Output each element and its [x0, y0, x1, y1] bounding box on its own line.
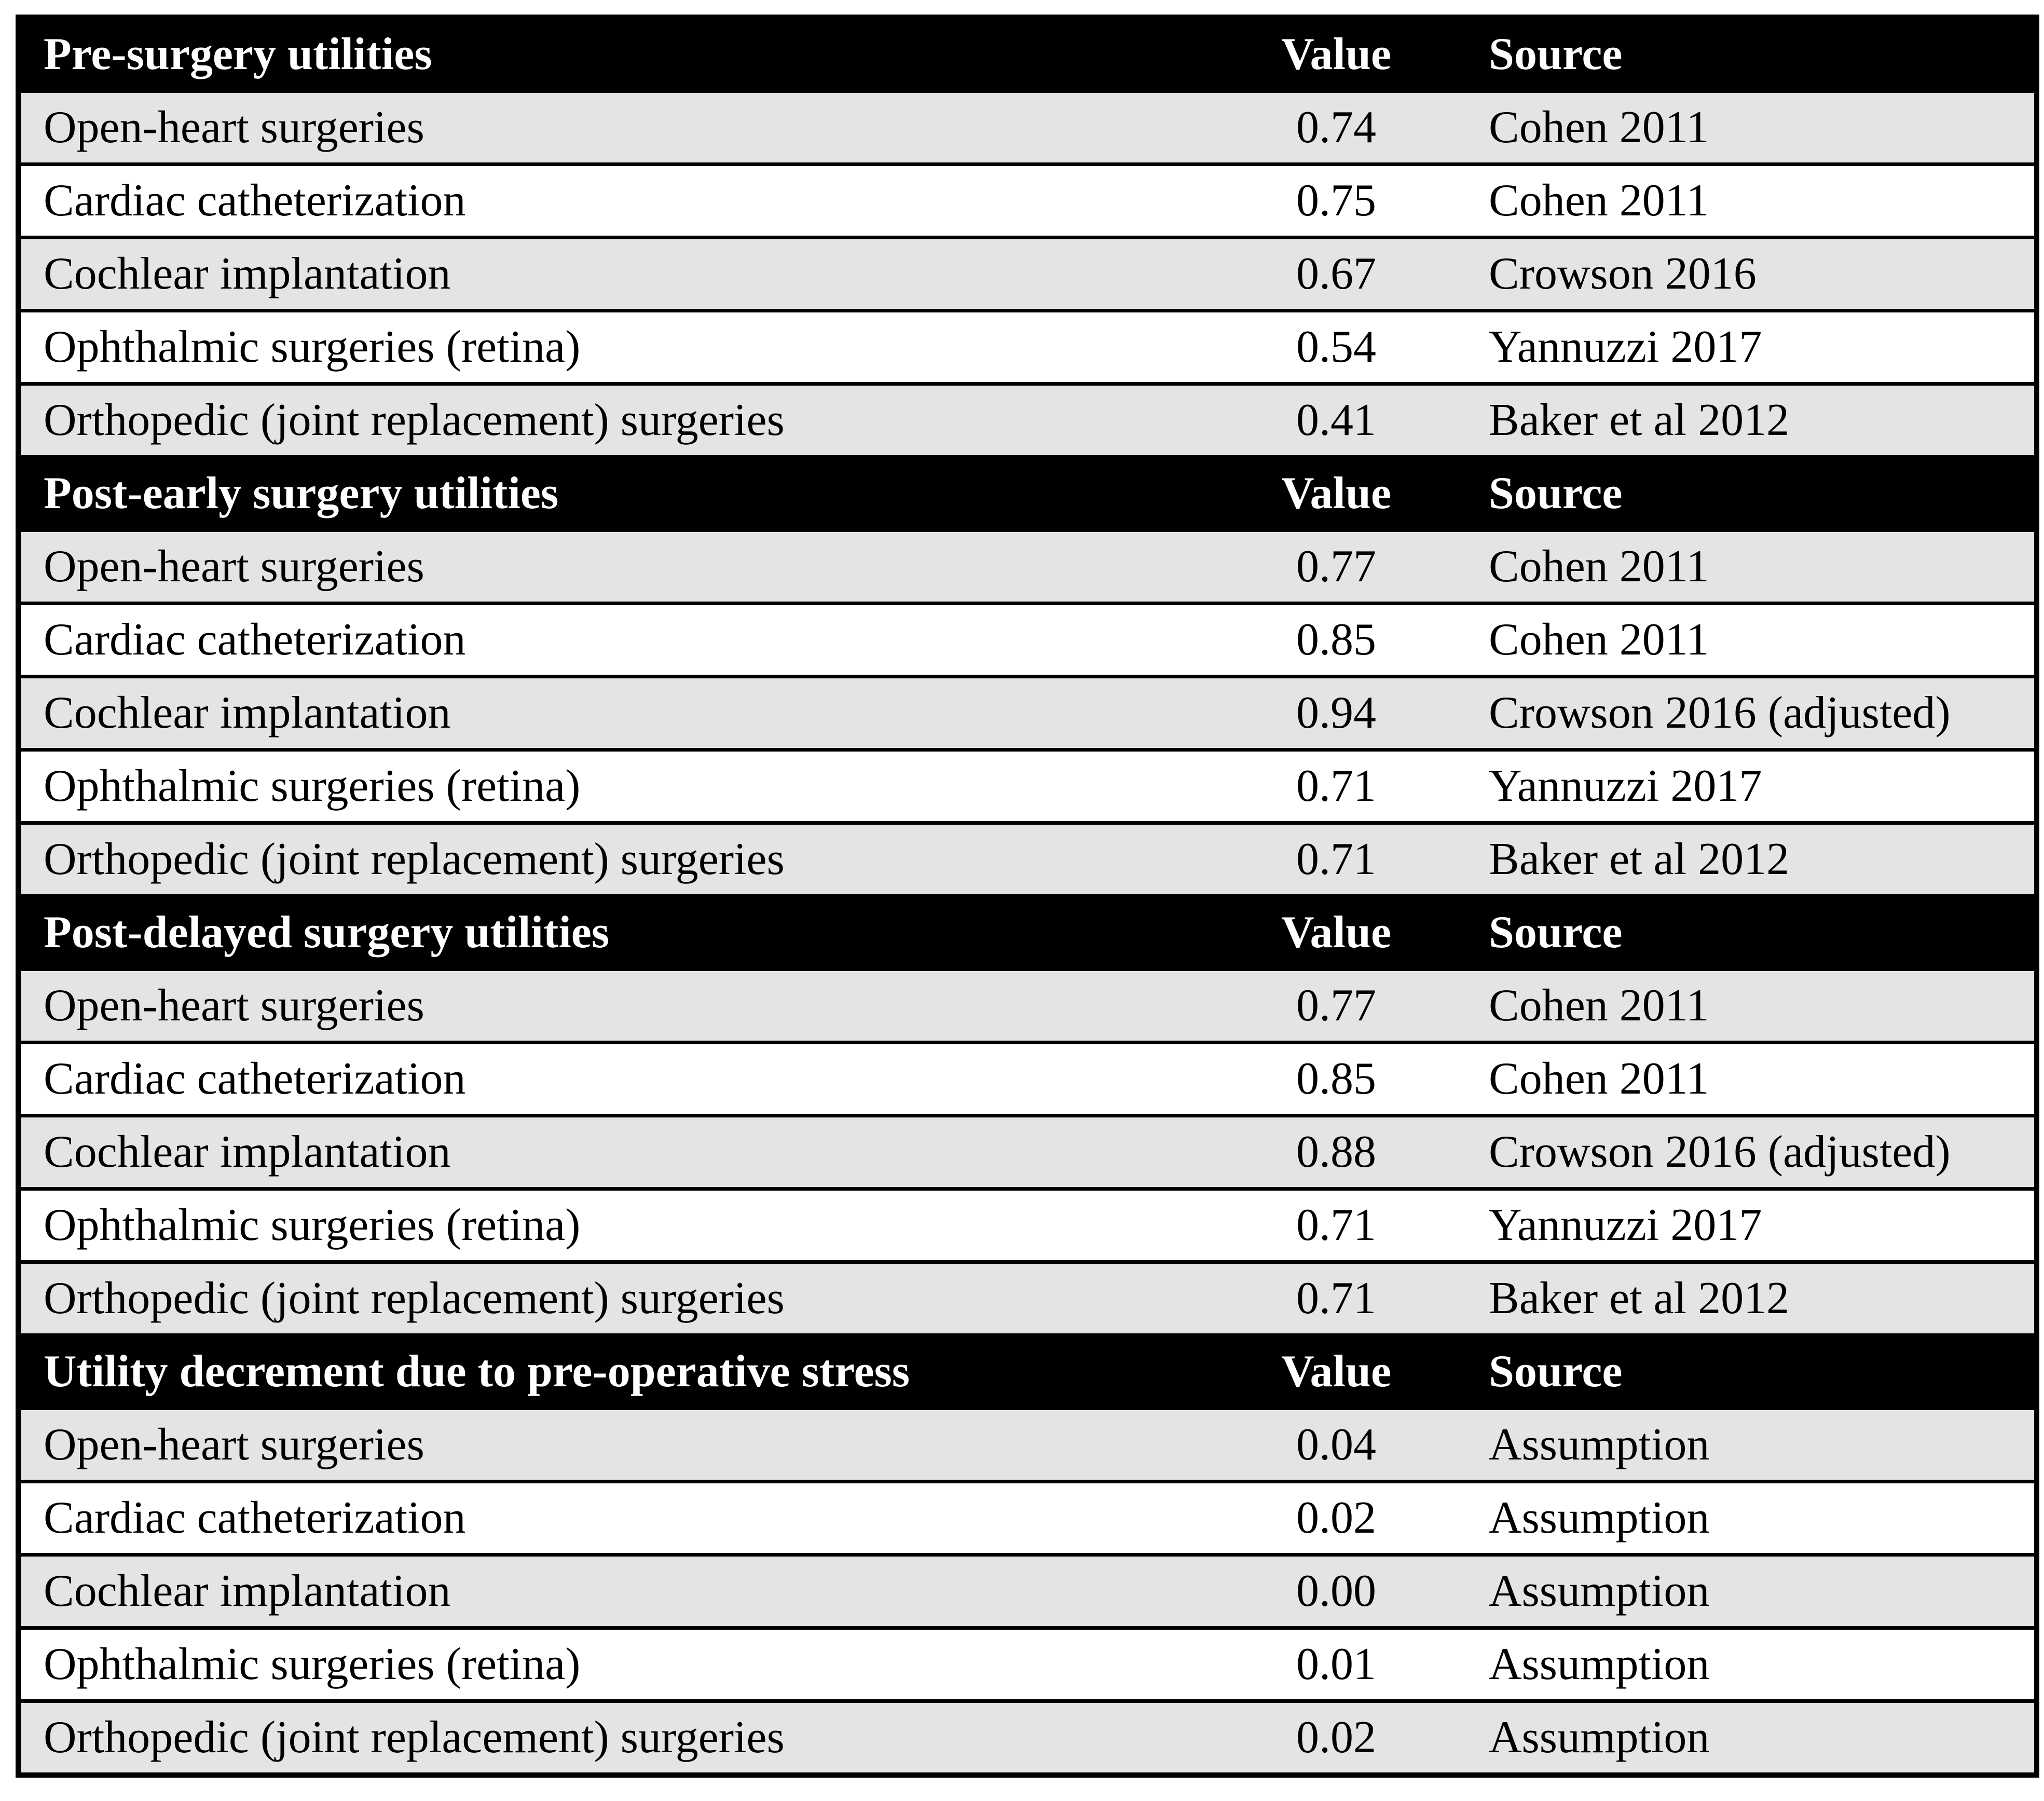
- row-source: Baker et al 2012: [1466, 821, 2037, 896]
- row-value: 0.71: [1206, 748, 1466, 823]
- row-label: Cochlear implantation: [18, 675, 1206, 750]
- row-value: 0.77: [1206, 967, 1466, 1043]
- row-source: Crowson 2016: [1466, 236, 2037, 311]
- table-row: Cochlear implantation 0.67 Crowson 2016: [18, 236, 2037, 311]
- table-row: Ophthalmic surgeries (retina) 0.54 Yannu…: [18, 309, 2037, 384]
- column-header-source: Source: [1466, 455, 2037, 530]
- row-value: 0.94: [1206, 675, 1466, 750]
- table-row: Orthopedic (joint replacement) surgeries…: [18, 1260, 2037, 1335]
- row-source: Yannuzzi 2017: [1466, 1187, 2037, 1262]
- row-label: Open-heart surgeries: [18, 89, 1206, 165]
- table-row: Cochlear implantation 0.00 Assumption: [18, 1553, 2037, 1628]
- row-source: Cohen 2011: [1466, 1041, 2037, 1116]
- table-row: Cardiac catheterization 0.85 Cohen 2011: [18, 602, 2037, 677]
- row-value: 0.02: [1206, 1480, 1466, 1555]
- row-label: Orthopedic (joint replacement) surgeries: [18, 1260, 1206, 1335]
- section-title: Post-early surgery utilities: [18, 455, 1206, 530]
- row-source: Assumption: [1466, 1553, 2037, 1628]
- row-source: Crowson 2016 (adjusted): [1466, 675, 2037, 750]
- section-title: Post-delayed surgery utilities: [18, 894, 1206, 970]
- row-source: Baker et al 2012: [1466, 1260, 2037, 1335]
- row-label: Cochlear implantation: [18, 1114, 1206, 1189]
- row-source: Yannuzzi 2017: [1466, 309, 2037, 384]
- row-source: Assumption: [1466, 1407, 2037, 1482]
- row-source: Assumption: [1466, 1480, 2037, 1555]
- row-label: Cardiac catheterization: [18, 1041, 1206, 1116]
- row-label: Open-heart surgeries: [18, 528, 1206, 604]
- row-label: Orthopedic (joint replacement) surgeries: [18, 821, 1206, 896]
- row-value: 0.74: [1206, 89, 1466, 165]
- row-label: Ophthalmic surgeries (retina): [18, 1187, 1206, 1262]
- row-value: 0.00: [1206, 1553, 1466, 1628]
- row-value: 0.75: [1206, 162, 1466, 238]
- table-row: Open-heart surgeries 0.77 Cohen 2011: [18, 967, 2037, 1043]
- row-source: Baker et al 2012: [1466, 382, 2037, 457]
- table-row: Orthopedic (joint replacement) surgeries…: [18, 821, 2037, 896]
- row-source: Cohen 2011: [1466, 89, 2037, 165]
- table-row: Open-heart surgeries 0.04 Assumption: [18, 1407, 2037, 1482]
- row-source: Crowson 2016 (adjusted): [1466, 1114, 2037, 1189]
- table-row: Cardiac catheterization 0.85 Cohen 2011: [18, 1041, 2037, 1116]
- table-row: Ophthalmic surgeries (retina) 0.01 Assum…: [18, 1626, 2037, 1701]
- utilities-table: Pre-surgery utilities Value Source Open-…: [16, 15, 2039, 1778]
- row-source: Assumption: [1466, 1699, 2037, 1775]
- column-header-source: Source: [1466, 1333, 2037, 1409]
- row-label: Cardiac catheterization: [18, 1480, 1206, 1555]
- row-value: 0.02: [1206, 1699, 1466, 1775]
- row-source: Cohen 2011: [1466, 602, 2037, 677]
- row-label: Ophthalmic surgeries (retina): [18, 748, 1206, 823]
- row-value: 0.71: [1206, 821, 1466, 896]
- row-source: Assumption: [1466, 1626, 2037, 1701]
- row-label: Ophthalmic surgeries (retina): [18, 309, 1206, 384]
- row-value: 0.54: [1206, 309, 1466, 384]
- row-label: Orthopedic (joint replacement) surgeries: [18, 1699, 1206, 1775]
- row-value: 0.41: [1206, 382, 1466, 457]
- section-header-row: Pre-surgery utilities Value Source: [18, 17, 2037, 91]
- column-header-source: Source: [1466, 17, 2037, 91]
- row-label: Orthopedic (joint replacement) surgeries: [18, 382, 1206, 457]
- row-value: 0.71: [1206, 1187, 1466, 1262]
- table-row: Cochlear implantation 0.88 Crowson 2016 …: [18, 1114, 2037, 1189]
- column-header-value: Value: [1206, 17, 1466, 91]
- row-label: Cochlear implantation: [18, 236, 1206, 311]
- table-row: Cardiac catheterization 0.02 Assumption: [18, 1480, 2037, 1555]
- table-row: Orthopedic (joint replacement) surgeries…: [18, 382, 2037, 457]
- row-source: Cohen 2011: [1466, 528, 2037, 604]
- row-source: Yannuzzi 2017: [1466, 748, 2037, 823]
- row-label: Cochlear implantation: [18, 1553, 1206, 1628]
- row-value: 0.04: [1206, 1407, 1466, 1482]
- table-row: Open-heart surgeries 0.77 Cohen 2011: [18, 528, 2037, 604]
- row-value: 0.88: [1206, 1114, 1466, 1189]
- row-label: Cardiac catheterization: [18, 602, 1206, 677]
- column-header-source: Source: [1466, 894, 2037, 970]
- row-value: 0.85: [1206, 1041, 1466, 1116]
- column-header-value: Value: [1206, 1333, 1466, 1409]
- table-row: Ophthalmic surgeries (retina) 0.71 Yannu…: [18, 1187, 2037, 1262]
- section-title: Pre-surgery utilities: [18, 17, 1206, 91]
- table-row: Orthopedic (joint replacement) surgeries…: [18, 1699, 2037, 1775]
- section-header-row: Post-early surgery utilities Value Sourc…: [18, 455, 2037, 530]
- table-row: Ophthalmic surgeries (retina) 0.71 Yannu…: [18, 748, 2037, 823]
- row-source: Cohen 2011: [1466, 967, 2037, 1043]
- table-row: Cochlear implantation 0.94 Crowson 2016 …: [18, 675, 2037, 750]
- table-row: Cardiac catheterization 0.75 Cohen 2011: [18, 162, 2037, 238]
- section-title: Utility decrement due to pre-operative s…: [18, 1333, 1206, 1409]
- table-row: Open-heart surgeries 0.74 Cohen 2011: [18, 89, 2037, 165]
- row-label: Open-heart surgeries: [18, 1407, 1206, 1482]
- row-label: Open-heart surgeries: [18, 967, 1206, 1043]
- row-label: Ophthalmic surgeries (retina): [18, 1626, 1206, 1701]
- row-value: 0.67: [1206, 236, 1466, 311]
- row-label: Cardiac catheterization: [18, 162, 1206, 238]
- row-value: 0.85: [1206, 602, 1466, 677]
- row-value: 0.01: [1206, 1626, 1466, 1701]
- section-header-row: Utility decrement due to pre-operative s…: [18, 1333, 2037, 1409]
- row-value: 0.71: [1206, 1260, 1466, 1335]
- row-source: Cohen 2011: [1466, 162, 2037, 238]
- section-header-row: Post-delayed surgery utilities Value Sou…: [18, 894, 2037, 970]
- column-header-value: Value: [1206, 455, 1466, 530]
- row-value: 0.77: [1206, 528, 1466, 604]
- column-header-value: Value: [1206, 894, 1466, 970]
